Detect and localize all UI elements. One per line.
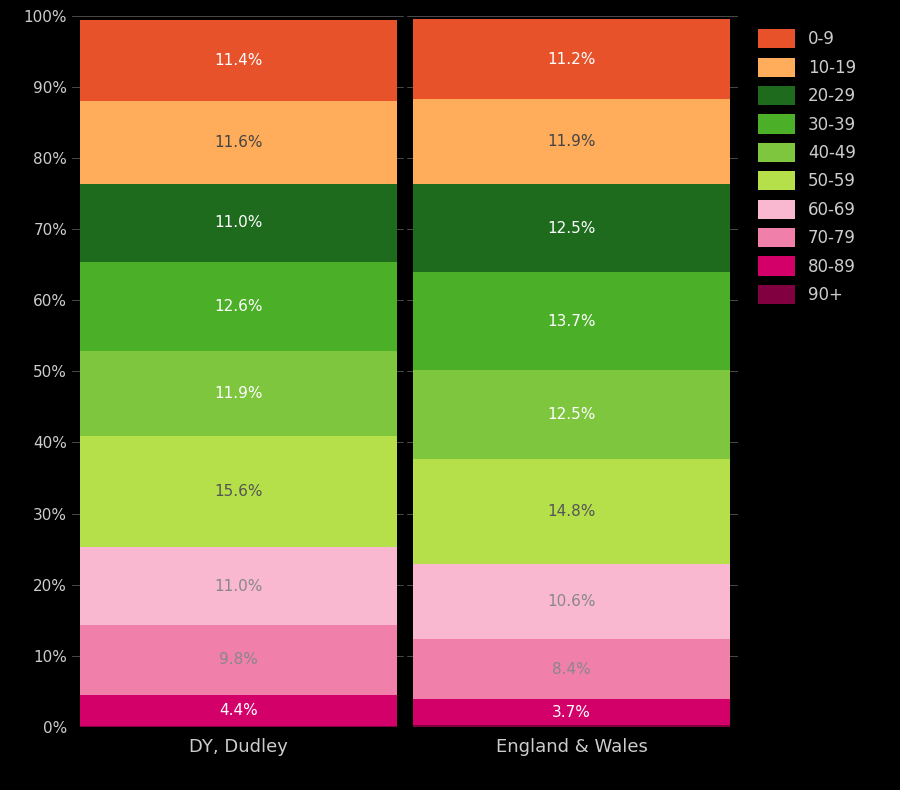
Bar — [80, 352, 397, 436]
Bar — [413, 564, 730, 639]
Text: 15.6%: 15.6% — [214, 484, 263, 499]
Text: 11.0%: 11.0% — [214, 215, 263, 230]
Text: 12.6%: 12.6% — [214, 299, 263, 314]
Text: 11.0%: 11.0% — [214, 578, 263, 593]
Bar — [413, 725, 730, 727]
Bar — [80, 547, 397, 625]
Bar — [80, 261, 397, 352]
Bar — [80, 20, 397, 101]
Bar — [413, 699, 730, 725]
Text: 11.9%: 11.9% — [214, 386, 263, 401]
Bar — [413, 370, 730, 459]
Text: 13.7%: 13.7% — [547, 314, 596, 329]
Bar — [413, 99, 730, 183]
Text: 12.5%: 12.5% — [547, 220, 596, 235]
Text: 3.7%: 3.7% — [552, 705, 591, 720]
Text: 8.4%: 8.4% — [552, 662, 591, 677]
Bar — [80, 625, 397, 695]
Text: 11.2%: 11.2% — [547, 51, 596, 66]
Bar — [413, 639, 730, 699]
Legend: 0-9, 10-19, 20-29, 30-39, 40-49, 50-59, 60-69, 70-79, 80-89, 90+: 0-9, 10-19, 20-29, 30-39, 40-49, 50-59, … — [753, 24, 861, 309]
Bar — [413, 19, 730, 99]
Text: 11.4%: 11.4% — [214, 53, 263, 68]
Text: 14.8%: 14.8% — [547, 504, 596, 519]
Text: 4.4%: 4.4% — [219, 703, 258, 718]
Bar — [413, 273, 730, 370]
Bar — [80, 183, 397, 261]
Text: 11.6%: 11.6% — [214, 135, 263, 150]
Text: 12.5%: 12.5% — [547, 407, 596, 422]
Bar — [80, 436, 397, 547]
Text: 9.8%: 9.8% — [219, 653, 258, 668]
Bar — [80, 695, 397, 726]
Text: 10.6%: 10.6% — [547, 594, 596, 609]
Text: 11.9%: 11.9% — [547, 134, 596, 149]
Bar — [413, 183, 730, 273]
Bar — [413, 459, 730, 564]
Bar — [80, 101, 397, 183]
